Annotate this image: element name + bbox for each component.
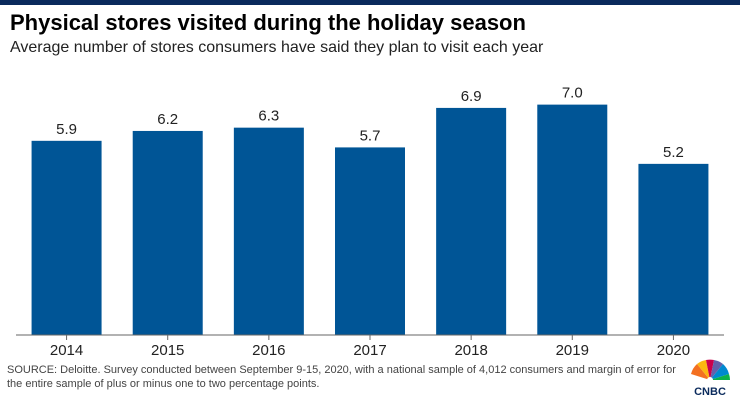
bar-2020: [638, 163, 709, 335]
bar-2014: [31, 140, 102, 335]
x-tick-label-2014: 2014: [50, 342, 83, 359]
x-tick-label-2018: 2018: [454, 342, 487, 359]
data-label-2016: 6.3: [258, 108, 279, 125]
data-label-2020: 5.2: [663, 144, 684, 161]
source-note: SOURCE: Deloitte. Survey conducted betwe…: [7, 364, 676, 390]
x-tick-label-2019: 2019: [556, 342, 589, 359]
data-label-2017: 5.7: [360, 127, 381, 144]
bar-2017: [335, 147, 405, 335]
data-label-2015: 6.2: [157, 111, 178, 128]
cnbc-peacock-logo-icon: CNBC: [691, 359, 730, 398]
data-label-2014: 5.9: [56, 121, 77, 138]
data-label-2018: 6.9: [461, 88, 482, 105]
chart-title: Physical stores visited during the holid…: [10, 10, 526, 35]
logo-text: CNBC: [694, 386, 726, 398]
bar-2016: [233, 127, 304, 335]
bar-2015: [132, 130, 203, 335]
bar-2019: [537, 104, 608, 335]
x-tick-label-2020: 2020: [657, 342, 690, 359]
data-label-2019: 7.0: [562, 85, 583, 102]
chart-subtitle: Average number of stores consumers have …: [10, 39, 544, 56]
bar-chart: 5.9 2014 6.2 2015 6.3 2016 5.7 2017 6.9 2018 7.0 20…: [16, 85, 724, 359]
bar-2018: [436, 107, 507, 335]
x-tick-label-2017: 2017: [353, 342, 386, 359]
x-tick-label-2016: 2016: [252, 342, 285, 359]
x-tick-label-2015: 2015: [151, 342, 184, 359]
brand-top-bar: [0, 0, 740, 5]
